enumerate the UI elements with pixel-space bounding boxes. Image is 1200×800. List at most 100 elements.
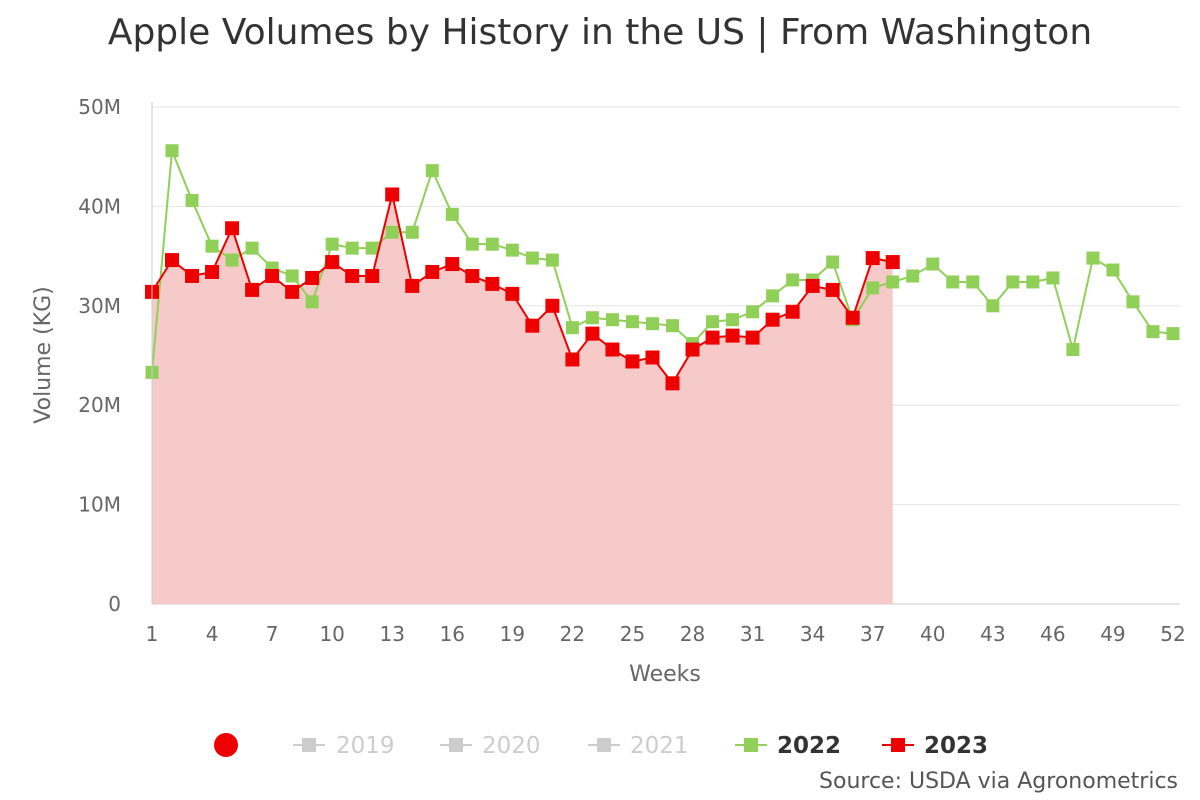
- point-2022-week-20: [525, 251, 539, 265]
- y-tick-label: 20M: [78, 393, 121, 417]
- point-2022-week-41: [946, 275, 960, 289]
- point-2022-week-52: [1166, 327, 1180, 341]
- point-2022-week-15: [425, 164, 439, 178]
- point-2023-week-22: [565, 352, 580, 367]
- point-2022-week-19: [505, 243, 519, 257]
- x-tick-label: 22: [560, 622, 585, 646]
- point-2023-week-23: [585, 326, 600, 341]
- point-2022-week-14: [405, 225, 419, 239]
- point-2023-week-3: [185, 268, 200, 283]
- point-2023-week-21: [545, 298, 560, 313]
- y-tick-label: 0: [108, 592, 121, 616]
- legend-marker-2020: [449, 738, 463, 752]
- point-2023-week-31: [745, 330, 760, 345]
- x-tick-label: 16: [440, 622, 465, 646]
- x-tick-label: 1: [146, 622, 159, 646]
- point-2022-week-45: [1026, 275, 1040, 289]
- point-2022-week-18: [485, 237, 499, 251]
- point-2022-week-50: [1126, 295, 1140, 309]
- y-tick-label: 50M: [78, 95, 121, 119]
- point-2022-week-32: [766, 289, 780, 303]
- legend-marker-2022: [744, 738, 758, 752]
- point-2022-week-21: [545, 253, 559, 267]
- point-2022-week-38: [886, 275, 900, 289]
- legend-label-2021: 2021: [630, 733, 689, 759]
- point-2023-week-26: [645, 350, 660, 365]
- point-2023-week-16: [445, 257, 460, 272]
- y-tick-label: 30M: [78, 294, 121, 318]
- point-2022-week-5: [225, 253, 239, 267]
- point-2022-week-4: [205, 239, 219, 253]
- point-2023-week-8: [285, 284, 300, 299]
- point-2023-week-2: [165, 253, 180, 268]
- x-tick-label: 7: [266, 622, 279, 646]
- point-2023-week-20: [525, 318, 540, 333]
- x-tick-label: 10: [319, 622, 344, 646]
- point-2023-week-37: [865, 251, 880, 266]
- point-2022-week-46: [1046, 271, 1060, 285]
- legend-item-2023: 2023: [882, 733, 988, 759]
- point-2022-week-6: [245, 241, 259, 255]
- point-2023-week-33: [785, 304, 800, 319]
- x-tick-label: 28: [680, 622, 705, 646]
- point-2023-week-12: [365, 268, 380, 283]
- x-tick-label: 40: [920, 622, 945, 646]
- legend: 2019 2020 2021 2022 2023: [214, 733, 988, 759]
- point-2022-week-23: [585, 311, 599, 325]
- point-2023-week-19: [505, 286, 520, 301]
- series-layer: [145, 144, 1180, 391]
- x-tick-label: 31: [740, 622, 765, 646]
- point-2023-week-4: [205, 265, 220, 280]
- point-2022-week-31: [746, 305, 760, 319]
- y-axis-title: Volume (KG): [31, 286, 56, 423]
- point-2022-week-17: [465, 237, 479, 251]
- legend-label-2023: 2023: [924, 733, 988, 759]
- point-2023-week-36: [845, 310, 860, 325]
- x-tick-label: 19: [500, 622, 525, 646]
- x-tick-label: 52: [1160, 622, 1185, 646]
- point-2022-week-13: [385, 225, 399, 239]
- x-tick-label: 4: [206, 622, 219, 646]
- legend-marker-2021: [597, 738, 611, 752]
- point-2023-week-13: [385, 187, 400, 202]
- legend-toggle-dot: [214, 733, 238, 757]
- point-2022-week-24: [605, 313, 619, 327]
- point-2023-week-28: [685, 342, 700, 357]
- series-2023: [145, 187, 900, 391]
- point-2023-week-5: [225, 221, 240, 236]
- point-2022-week-37: [866, 281, 880, 295]
- point-2022-week-25: [625, 315, 639, 329]
- point-2022-week-2: [165, 144, 179, 158]
- point-2023-week-11: [345, 268, 360, 283]
- point-2023-week-17: [465, 268, 480, 283]
- point-2023-week-38: [885, 255, 900, 270]
- point-2023-week-27: [665, 376, 680, 391]
- point-2023-week-29: [705, 330, 720, 345]
- y-tick-label: 10M: [78, 493, 121, 517]
- x-tick-label: 25: [620, 622, 645, 646]
- y-tick-label: 40M: [78, 194, 121, 218]
- point-2023-week-34: [805, 278, 820, 293]
- point-2022-week-47: [1066, 343, 1080, 357]
- legend-label-2020: 2020: [482, 733, 541, 759]
- point-2022-week-33: [786, 273, 800, 287]
- point-2022-week-27: [666, 319, 680, 333]
- area-fill-2023: [152, 194, 893, 605]
- point-2022-week-26: [645, 317, 659, 331]
- series-2022: [145, 144, 1180, 379]
- point-2022-week-44: [1006, 275, 1020, 289]
- point-2022-week-12: [365, 241, 379, 255]
- x-tick-label: 49: [1100, 622, 1125, 646]
- x-tick-label: 46: [1040, 622, 1065, 646]
- legend-marker-2023: [891, 738, 905, 752]
- point-2022-week-16: [445, 207, 459, 221]
- point-2022-week-10: [325, 237, 339, 251]
- legend-item-2021: 2021: [588, 733, 689, 759]
- point-2023-week-24: [605, 342, 620, 357]
- point-2023-week-35: [825, 282, 840, 297]
- point-2022-week-29: [706, 315, 720, 329]
- point-2023-week-6: [245, 282, 260, 297]
- legend-label-2019: 2019: [336, 733, 395, 759]
- point-2023-week-32: [765, 312, 780, 327]
